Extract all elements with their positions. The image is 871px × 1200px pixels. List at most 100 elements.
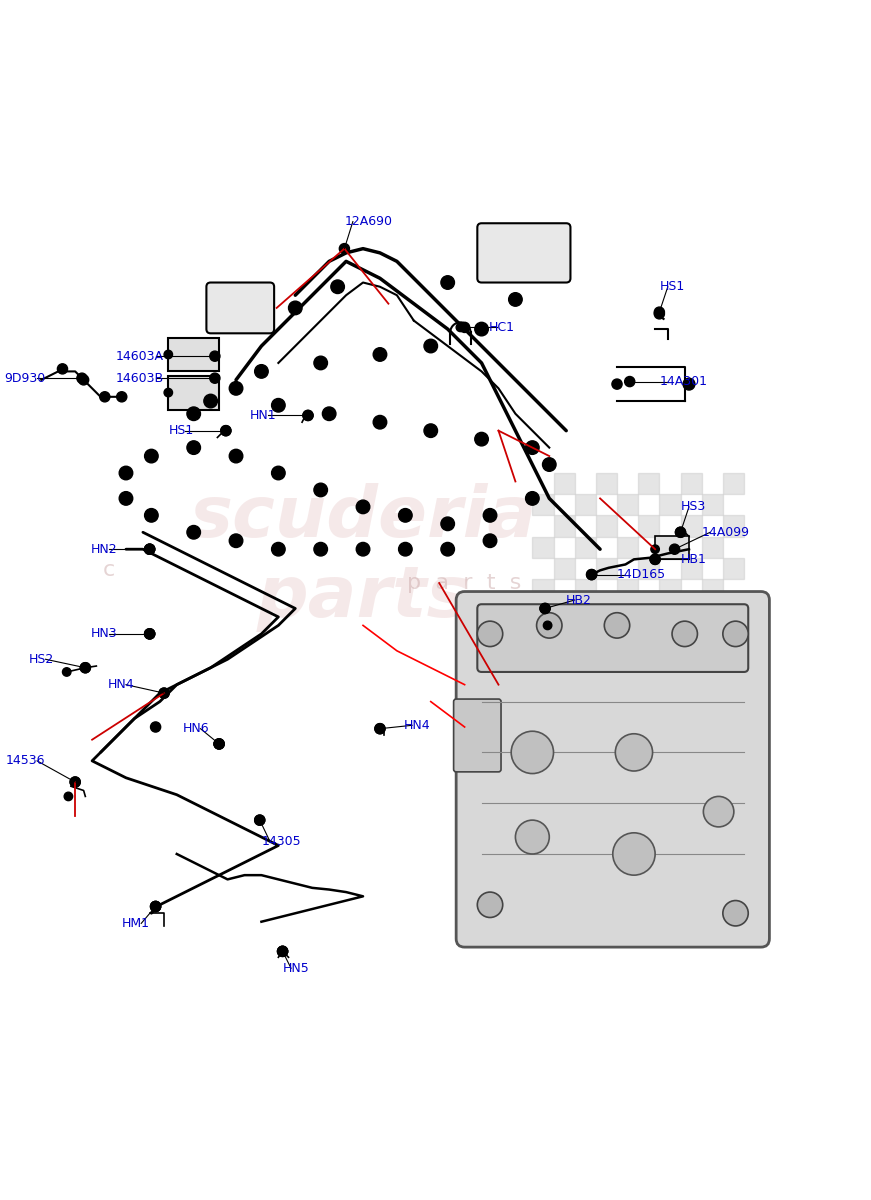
Circle shape (145, 544, 155, 554)
Bar (638, 473, 659, 494)
Circle shape (145, 629, 155, 638)
Bar (659, 622, 680, 642)
Circle shape (356, 542, 370, 556)
Circle shape (586, 570, 597, 580)
FancyBboxPatch shape (168, 376, 219, 409)
Circle shape (57, 364, 68, 374)
Circle shape (117, 391, 127, 402)
Bar (553, 558, 575, 578)
Circle shape (119, 492, 132, 505)
Circle shape (151, 722, 160, 732)
Bar (532, 494, 553, 515)
Text: HM1: HM1 (122, 917, 150, 930)
Circle shape (80, 662, 91, 673)
Circle shape (540, 604, 550, 613)
Bar (702, 536, 723, 558)
Circle shape (145, 629, 155, 638)
Circle shape (229, 534, 243, 547)
Circle shape (612, 379, 622, 389)
Circle shape (723, 900, 748, 926)
Circle shape (723, 622, 748, 647)
Circle shape (654, 307, 665, 317)
Circle shape (64, 792, 72, 800)
Circle shape (278, 947, 287, 956)
Circle shape (525, 492, 539, 505)
Circle shape (672, 622, 698, 647)
Circle shape (63, 667, 71, 676)
Text: HS3: HS3 (680, 500, 706, 514)
Circle shape (670, 544, 679, 554)
Circle shape (331, 280, 344, 294)
Circle shape (214, 739, 224, 749)
Text: c: c (103, 560, 115, 581)
Circle shape (145, 544, 155, 554)
Circle shape (220, 426, 231, 436)
Circle shape (399, 509, 412, 522)
Circle shape (80, 662, 91, 673)
Circle shape (441, 517, 455, 530)
Bar (659, 536, 680, 558)
Circle shape (424, 340, 437, 353)
Bar (553, 515, 575, 536)
Text: 14603B: 14603B (116, 372, 164, 385)
Bar (617, 578, 638, 600)
Bar (596, 515, 617, 536)
Bar (702, 578, 723, 600)
Circle shape (220, 426, 231, 436)
Circle shape (278, 947, 287, 956)
Circle shape (314, 356, 327, 370)
Circle shape (322, 407, 336, 420)
Circle shape (99, 391, 110, 402)
Text: 12A690: 12A690 (344, 215, 393, 228)
FancyBboxPatch shape (168, 337, 219, 372)
Text: HS1: HS1 (659, 281, 685, 293)
Circle shape (229, 382, 243, 395)
Text: HC1: HC1 (489, 320, 514, 334)
Circle shape (475, 432, 489, 446)
Bar (617, 622, 638, 642)
Circle shape (77, 373, 87, 383)
Circle shape (509, 293, 523, 306)
Circle shape (613, 833, 655, 875)
Circle shape (272, 398, 285, 412)
Circle shape (288, 301, 302, 314)
Circle shape (278, 947, 287, 956)
Circle shape (675, 527, 685, 538)
Circle shape (654, 308, 665, 319)
Circle shape (375, 724, 385, 733)
Circle shape (303, 410, 313, 420)
Circle shape (145, 544, 155, 554)
Bar (617, 494, 638, 515)
Circle shape (314, 542, 327, 556)
Circle shape (375, 724, 385, 733)
Bar (638, 600, 659, 622)
Circle shape (441, 542, 455, 556)
Bar (596, 558, 617, 578)
Bar (680, 515, 702, 536)
Text: scuderia
parts: scuderia parts (190, 484, 537, 632)
Circle shape (586, 570, 597, 580)
Text: HN5: HN5 (282, 961, 309, 974)
Circle shape (145, 449, 159, 463)
Bar (575, 494, 596, 515)
Circle shape (314, 484, 327, 497)
Bar (680, 473, 702, 494)
Circle shape (145, 629, 155, 638)
Circle shape (187, 440, 200, 455)
Bar (659, 494, 680, 515)
Bar (680, 600, 702, 622)
FancyBboxPatch shape (655, 535, 689, 559)
Bar (680, 558, 702, 578)
Bar (532, 622, 553, 642)
FancyBboxPatch shape (477, 223, 571, 282)
Circle shape (516, 820, 550, 854)
Circle shape (544, 622, 552, 630)
Circle shape (537, 613, 562, 638)
Circle shape (483, 509, 496, 522)
Circle shape (356, 500, 370, 514)
Circle shape (441, 276, 455, 289)
Circle shape (477, 622, 503, 647)
Text: 14D165: 14D165 (617, 568, 666, 581)
Bar (723, 558, 744, 578)
Circle shape (399, 542, 412, 556)
